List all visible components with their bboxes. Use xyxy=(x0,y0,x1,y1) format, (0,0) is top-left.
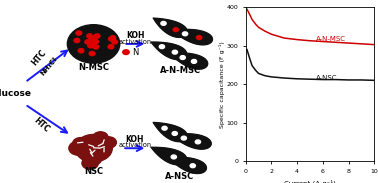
Text: activation: activation xyxy=(119,39,152,45)
Circle shape xyxy=(74,140,94,154)
Circle shape xyxy=(112,40,118,44)
Circle shape xyxy=(82,157,98,169)
Text: HTC: HTC xyxy=(32,116,51,135)
Circle shape xyxy=(195,140,200,144)
Circle shape xyxy=(88,43,94,48)
Text: NSC: NSC xyxy=(84,167,103,176)
Circle shape xyxy=(83,143,96,153)
Circle shape xyxy=(172,132,177,135)
Text: Glucose: Glucose xyxy=(0,89,31,98)
Circle shape xyxy=(84,141,98,152)
Circle shape xyxy=(173,28,178,32)
Circle shape xyxy=(171,155,177,159)
Circle shape xyxy=(90,42,96,46)
Circle shape xyxy=(75,135,112,162)
Circle shape xyxy=(90,135,104,145)
Text: KOH: KOH xyxy=(126,31,144,40)
Circle shape xyxy=(89,51,95,56)
Text: A-N-MSC: A-N-MSC xyxy=(316,36,346,42)
Text: HTC: HTC xyxy=(29,48,48,67)
Circle shape xyxy=(81,148,96,160)
Y-axis label: Specific capacitance (F g⁻¹): Specific capacitance (F g⁻¹) xyxy=(219,41,225,128)
Text: KOH: KOH xyxy=(125,135,144,144)
Circle shape xyxy=(162,126,167,130)
Circle shape xyxy=(86,148,103,160)
Circle shape xyxy=(69,141,88,155)
Circle shape xyxy=(180,56,185,59)
Circle shape xyxy=(87,34,93,38)
Circle shape xyxy=(110,36,116,40)
Text: A-NSC: A-NSC xyxy=(165,172,194,181)
Circle shape xyxy=(91,145,107,156)
Circle shape xyxy=(90,144,106,156)
Circle shape xyxy=(88,36,94,40)
Circle shape xyxy=(172,50,178,54)
Circle shape xyxy=(85,135,99,146)
Circle shape xyxy=(82,150,99,164)
Circle shape xyxy=(197,36,202,40)
Circle shape xyxy=(74,38,80,43)
Polygon shape xyxy=(172,29,212,45)
Circle shape xyxy=(183,32,188,36)
Text: activation: activation xyxy=(118,143,151,148)
X-axis label: Current (A g⁻¹): Current (A g⁻¹) xyxy=(284,179,336,183)
Text: N: N xyxy=(132,48,139,57)
Circle shape xyxy=(94,34,100,38)
Circle shape xyxy=(67,25,120,63)
Circle shape xyxy=(123,50,129,55)
Polygon shape xyxy=(151,147,187,165)
Circle shape xyxy=(190,164,195,168)
Polygon shape xyxy=(171,134,211,149)
Circle shape xyxy=(82,148,102,163)
Circle shape xyxy=(93,45,99,49)
Circle shape xyxy=(85,40,91,44)
Circle shape xyxy=(92,39,98,43)
Polygon shape xyxy=(170,53,208,69)
Circle shape xyxy=(93,132,108,143)
Text: NH₄Cl: NH₄Cl xyxy=(39,55,58,76)
Text: A-N-MSC: A-N-MSC xyxy=(160,66,201,75)
Circle shape xyxy=(101,137,116,148)
Polygon shape xyxy=(169,157,206,173)
Circle shape xyxy=(108,37,114,41)
Circle shape xyxy=(161,21,166,25)
Circle shape xyxy=(86,154,101,165)
Polygon shape xyxy=(153,18,187,37)
Circle shape xyxy=(76,31,82,35)
Circle shape xyxy=(191,59,197,63)
Circle shape xyxy=(88,44,93,48)
Circle shape xyxy=(92,144,108,156)
Circle shape xyxy=(73,138,89,150)
Circle shape xyxy=(108,45,114,49)
Polygon shape xyxy=(151,42,187,60)
Circle shape xyxy=(181,136,186,140)
Circle shape xyxy=(85,143,97,152)
Circle shape xyxy=(159,45,164,49)
Circle shape xyxy=(88,143,105,155)
Text: A-NSC: A-NSC xyxy=(316,75,338,81)
Circle shape xyxy=(78,49,84,53)
Circle shape xyxy=(93,40,98,44)
Polygon shape xyxy=(153,122,187,142)
Text: N-MSC: N-MSC xyxy=(78,63,109,72)
